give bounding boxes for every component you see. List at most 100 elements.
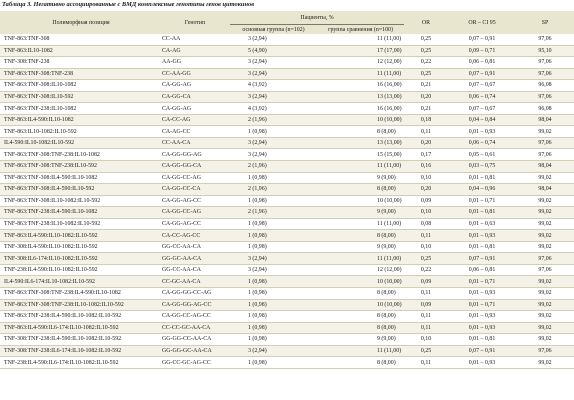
cell-control-group: 11 (11,00): [317, 160, 405, 173]
cell-genotype: CC-GC-AA-CA: [160, 275, 230, 289]
cell-main-group: 1 (0,98): [230, 310, 317, 323]
cell-main-group: 2 (1,96): [230, 114, 317, 127]
cell-or: 0,08: [404, 218, 449, 231]
cell-ci: 0,06 – 0,81: [448, 264, 517, 277]
cell-control-group: 11 (11,00): [317, 34, 405, 46]
cell-genotype: CA-AG-CC: [160, 125, 230, 138]
cell-sp: 97,06: [516, 148, 574, 161]
table-row: TNF-863:TNF-308:IL4-590:IL10-592 CA-GG-CC…: [0, 183, 574, 196]
cell-ci: 0,06 – 0,74: [448, 91, 517, 104]
cell-position: IL4-590:IL6-174:IL10-1082:IL10-592: [0, 275, 160, 289]
cell-control-group: 10 (10,00): [317, 114, 405, 127]
cell-ci: 0,04 – 0,84: [448, 114, 517, 127]
cell-position: TNF-863:TNF-308:TNF-238:IL4-590:IL10-108…: [0, 287, 160, 300]
cell-genotype: CC-AA-CA: [160, 137, 230, 150]
cell-control-group: 8 (8,00): [317, 229, 405, 242]
cell-genotype: CA-GG-CC-AG: [160, 172, 230, 185]
cell-main-group: 3 (2,94): [230, 34, 317, 46]
cell-or: 0,11: [404, 356, 449, 369]
cell-sp: 97,06: [516, 34, 574, 46]
cell-ci: 0,04 – 0,96: [448, 183, 517, 196]
cell-main-group: 4 (3,92): [230, 102, 317, 115]
table-row: TNF-863:IL10-1082:IL10-592 CA-AG-CC 1 (0,9…: [0, 125, 574, 138]
cell-control-group: 8 (8,00): [317, 356, 405, 369]
table-row: IL4-590:IL10-1082:IL10-592 CC-AA-CA 3 (2,9…: [0, 137, 574, 150]
cell-ci: 0,01 – 0,93: [448, 125, 517, 138]
cell-ci: 0,01 – 0,93: [448, 310, 517, 323]
cell-position: TNF-863:TNF-308:IL10-1082:IL10-592: [0, 195, 160, 208]
cell-or: 0,18: [404, 114, 449, 127]
cell-sp: 97,06: [516, 264, 574, 277]
cell-genotype: CA-GG-CC-AG-CC: [160, 310, 230, 323]
table-row: TNF-863:TNF-238:IL4-590:IL10-1082 CA-GG-C…: [0, 206, 574, 219]
cell-ci: 0,01 – 0,81: [448, 172, 517, 185]
cell-ci: 0,07 – 0,91: [448, 252, 517, 265]
cell-sp: 97,06: [516, 345, 574, 358]
cell-main-group: 1 (0,98): [230, 218, 317, 231]
cell-position: TNF-863:TNF-308:TNF-238:IL10-1082:IL10-5…: [0, 299, 160, 312]
cell-or: 0,11: [404, 125, 449, 138]
cell-genotype: CA-GG-AG-CC: [160, 195, 230, 208]
cell-position: TNF-863:TNF-308:TNF-238:IL10-1082: [0, 148, 160, 161]
cell-genotype: CA-GG-GG-CC-AG: [160, 287, 230, 300]
cell-main-group: 3 (2,94): [230, 148, 317, 161]
cell-or: 0,11: [404, 310, 449, 323]
cell-sp: 99,02: [516, 172, 574, 185]
cell-main-group: 1 (0,98): [230, 275, 317, 289]
cell-ci: 0,01 – 0,93: [448, 287, 517, 300]
table-row: TNF-863:TNF-308:TNF-238:IL10-1082 CA-GG-G…: [0, 148, 574, 161]
cell-genotype: AA-GG: [160, 56, 230, 69]
cell-control-group: 11 (11,00): [317, 345, 405, 358]
cell-ci: 0,07 – 0,67: [448, 102, 517, 115]
cell-or: 0,20: [404, 91, 449, 104]
cell-control-group: 9 (9,00): [317, 333, 405, 346]
cell-control-group: 11 (11,00): [317, 218, 405, 231]
cell-main-group: 3 (2,94): [230, 56, 317, 69]
cell-position: TNF-863:TNF-238:IL4-590:IL10-1082: [0, 206, 160, 219]
cell-main-group: 1 (0,98): [230, 241, 317, 254]
cell-genotype: CA-GG-AG: [160, 102, 230, 115]
table-row: TNF-308:IL4-590:IL10-1082:IL10-592 GG-CC-…: [0, 241, 574, 254]
cell-main-group: 3 (2,94): [230, 68, 317, 81]
cell-position: TNF-308:TNF-238: [0, 56, 160, 69]
table-row: TNF-863:TNF-308:TNF-238:IL10-1082:IL10-5…: [0, 299, 574, 312]
cell-position: TNF-863:IL10-1082:IL10-592: [0, 125, 160, 138]
cell-sp: 99,02: [516, 229, 574, 242]
cell-genotype: GG-GG-GC-AA-CA: [160, 345, 230, 358]
cell-ci: 0,01 – 0,63: [448, 218, 517, 231]
cell-position: TNF-863:IL4-590:IL10-1082: [0, 114, 160, 127]
cell-control-group: 8 (8,00): [317, 287, 405, 300]
cell-control-group: 17 (17,00): [317, 45, 405, 58]
cell-genotype: GG-GC-AA-CA: [160, 252, 230, 265]
cell-ci: 0,01 – 0,93: [448, 356, 517, 369]
cell-control-group: 10 (10,00): [317, 275, 405, 289]
cell-sp: 99,02: [516, 241, 574, 254]
cell-control-group: 9 (9,00): [317, 241, 405, 254]
cell-position: TNF-863:IL4-590:IL10-1082:IL10-592: [0, 229, 160, 242]
cell-sp: 99,02: [516, 333, 574, 346]
cell-position: TNF-863:TNF-308:TNF-238: [0, 68, 160, 81]
table-row: TNF-863:IL4-590:IL10-1082:IL10-592 CA-CC-…: [0, 229, 574, 242]
cell-control-group: 11 (11,00): [317, 68, 405, 81]
cell-position: TNF-863:TNF-308:IL10-592: [0, 91, 160, 104]
cell-control-group: 8 (8,00): [317, 125, 405, 138]
cell-control-group: 9 (9,00): [317, 172, 405, 185]
cell-sp: 99,02: [516, 356, 574, 369]
table-row: TNF-308:TNF-238:IL6-174:IL10-1082:IL10-5…: [0, 345, 574, 358]
cell-ci: 0,06 – 0,81: [448, 56, 517, 69]
cell-sp: 96,08: [516, 102, 574, 115]
header-patients: Пациенты, %: [230, 11, 405, 25]
cell-main-group: 1 (0,98): [230, 229, 317, 242]
cell-sp: 99,02: [516, 287, 574, 300]
cell-main-group: 1 (0,98): [230, 333, 317, 346]
cell-position: TNF-308:TNF-238:IL6-174:IL10-1082:IL10-5…: [0, 345, 160, 358]
cell-or: 0,25: [404, 68, 449, 81]
cell-genotype: CA-CC-AG-CC: [160, 229, 230, 242]
cell-position: TNF-863:TNF-238:IL10-1082: [0, 102, 160, 115]
cell-sp: 99,02: [516, 125, 574, 138]
cell-position: IL4-590:IL10-1082:IL10-592: [0, 137, 160, 150]
table-row: TNF-308:TNF-238 AA-GG 3 (2,94) 12 (12,00) 0,…: [0, 56, 574, 69]
cell-genotype: CC-CC-GC-AA-CA: [160, 322, 230, 335]
cell-main-group: 3 (2,94): [230, 264, 317, 277]
table-row: TNF-863:TNF-308:TNF-238 CC-AA-GG 3 (2,94) 1…: [0, 68, 574, 81]
